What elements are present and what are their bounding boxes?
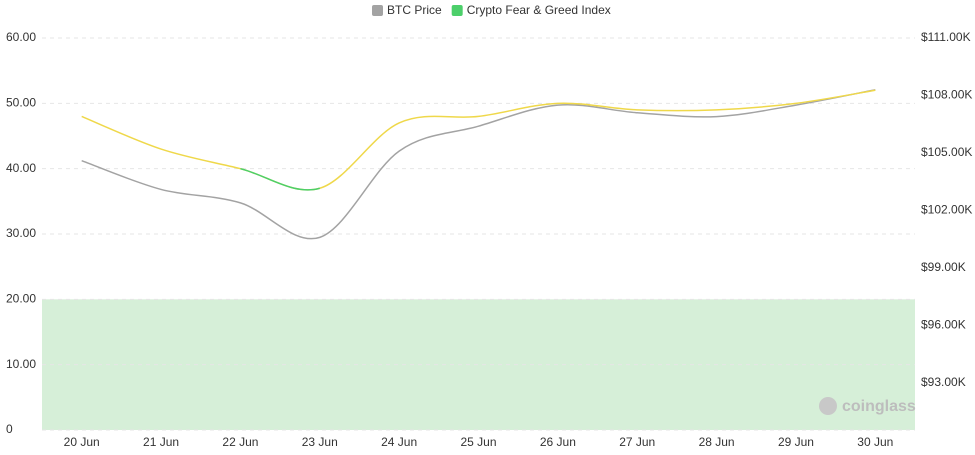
fear-segment	[240, 167, 320, 191]
x-tick-label: 22 Jun	[222, 435, 258, 449]
y2-tick-label: $105.00K	[921, 145, 972, 159]
watermark: coinglass	[842, 398, 916, 415]
y-tick-label: 40.00	[6, 161, 36, 175]
y-tick-label: 0	[6, 422, 13, 436]
x-tick-label: 27 Jun	[619, 435, 655, 449]
y-tick-label: 30.00	[6, 226, 36, 240]
x-tick-label: 25 Jun	[460, 435, 496, 449]
x-tick-label: 29 Jun	[778, 435, 814, 449]
y-tick-label: 50.00	[6, 96, 36, 110]
x-tick-label: 24 Jun	[381, 435, 417, 449]
series-line	[81, 89, 876, 240]
y2-tick-label: $99.00K	[921, 260, 966, 274]
series-line	[81, 89, 876, 191]
y2-tick-label: $102.00K	[921, 203, 972, 217]
y2-tick-label: $96.00K	[921, 318, 966, 332]
y2-tick-label: $108.00K	[921, 88, 972, 102]
legend-label: Crypto Fear & Greed Index	[467, 3, 611, 17]
x-tick-label: 30 Jun	[857, 435, 893, 449]
y-tick-label: 60.00	[6, 30, 36, 44]
legend-swatch	[372, 5, 383, 16]
watermark-icon	[819, 397, 837, 415]
y-tick-label: 20.00	[6, 292, 36, 306]
x-tick-label: 21 Jun	[143, 435, 179, 449]
x-tick-label: 23 Jun	[302, 435, 338, 449]
y-tick-label: 10.00	[6, 357, 36, 371]
x-tick-label: 20 Jun	[64, 435, 100, 449]
x-tick-label: 26 Jun	[540, 435, 576, 449]
x-tick-label: 28 Jun	[699, 435, 735, 449]
y2-tick-label: $111.00K	[921, 30, 971, 44]
legend-label: BTC Price	[387, 3, 442, 17]
legend-swatch	[451, 5, 463, 16]
y2-tick-label: $93.00K	[921, 375, 966, 389]
